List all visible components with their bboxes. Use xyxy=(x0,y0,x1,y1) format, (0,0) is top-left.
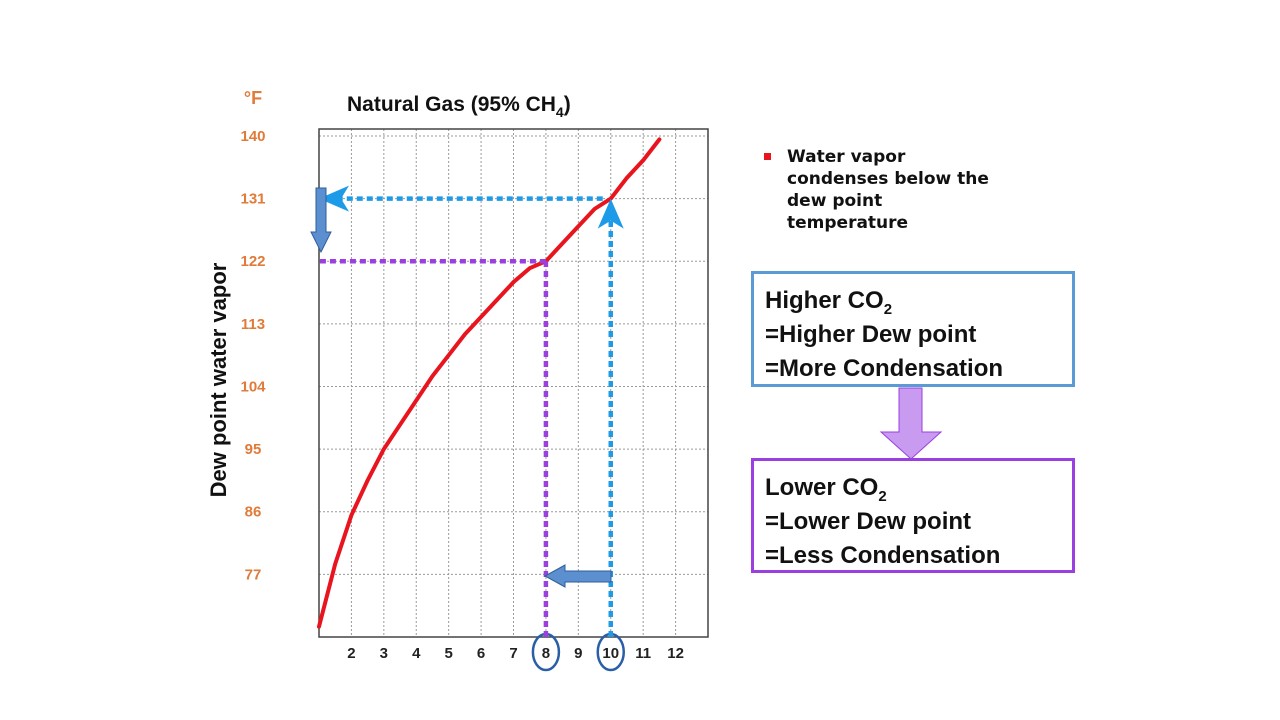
chart-title-main: Natural Gas (95% CH xyxy=(347,93,556,116)
unit-label: °F xyxy=(244,88,262,108)
higher-co2-label: Higher CO xyxy=(765,287,884,314)
y-tick-label: 104 xyxy=(240,378,266,395)
y-tick-label: 131 xyxy=(240,191,265,208)
higher-co2-box: Higher CO2 =Higher Dew point =More Conde… xyxy=(751,271,1075,387)
lower-co2-line: Lower CO2 xyxy=(765,471,1072,505)
x-tick-label: 10 xyxy=(602,645,619,662)
lower-dew-point-line: =Lower Dew point xyxy=(765,508,972,535)
condensation-note-text: Water vapor condenses below the dew poin… xyxy=(787,147,989,233)
guide-arrowhead-left xyxy=(319,185,349,212)
y-tick-label: 122 xyxy=(240,253,265,270)
chart-title-suffix: ) xyxy=(564,93,571,116)
grid xyxy=(318,129,709,637)
higher-dew-point-line: =Higher Dew point xyxy=(765,321,977,348)
y-tick-label: 113 xyxy=(241,316,265,333)
x-tick-label: 7 xyxy=(509,645,517,662)
guide-arrowhead-up xyxy=(597,198,624,229)
more-condensation-line: =More Condensation xyxy=(765,355,1004,382)
higher-co2-line: Higher CO2 xyxy=(765,284,1072,318)
x-tick-label: 5 xyxy=(444,645,452,662)
dew-point-drop-arrow xyxy=(310,187,332,254)
higher-to-lower-arrow xyxy=(879,387,943,460)
dew-point-curve xyxy=(317,137,662,629)
lower-co2-label: Lower CO xyxy=(765,474,879,501)
less-condensation-line: =Less Condensation xyxy=(765,542,1001,569)
condensation-note: Water vapor condenses below the dew poin… xyxy=(764,146,1006,234)
y-axis-label: Dew point water vapor xyxy=(206,262,231,497)
x-tick-labels: 2 3 4 5 6 7 8 9 10 11 12 xyxy=(347,645,684,662)
lower-co2-box: Lower CO2 =Lower Dew point =Less Condens… xyxy=(751,458,1075,573)
y-tick-label: 86 xyxy=(245,504,262,521)
x-tick-label: 9 xyxy=(574,645,582,662)
concentration-shift-arrow xyxy=(543,564,612,588)
y-tick-label: 77 xyxy=(245,566,262,583)
chart-title-subscript: 4 xyxy=(556,104,564,120)
y-tick-labels: 140 131 122 113 104 95 86 77 xyxy=(240,128,266,583)
y-tick-label: 95 xyxy=(245,441,262,458)
guide-lines xyxy=(319,185,624,637)
x-tick-label: 2 xyxy=(347,645,355,662)
x-tick-label: 12 xyxy=(667,645,684,662)
x-tick-label: 11 xyxy=(635,645,651,662)
x-tick-label: 6 xyxy=(477,645,485,662)
chart-title: Natural Gas (95% CH4) xyxy=(347,93,571,120)
x-tick-label: 4 xyxy=(412,645,421,662)
lower-co2-subscript: 2 xyxy=(878,487,887,505)
y-tick-label: 140 xyxy=(240,128,265,145)
plot-frame xyxy=(318,128,709,638)
bullet-marker xyxy=(764,153,771,160)
higher-co2-subscript: 2 xyxy=(883,300,893,318)
x-tick-label: 8 xyxy=(542,645,550,662)
x-tick-label: 3 xyxy=(380,645,388,662)
